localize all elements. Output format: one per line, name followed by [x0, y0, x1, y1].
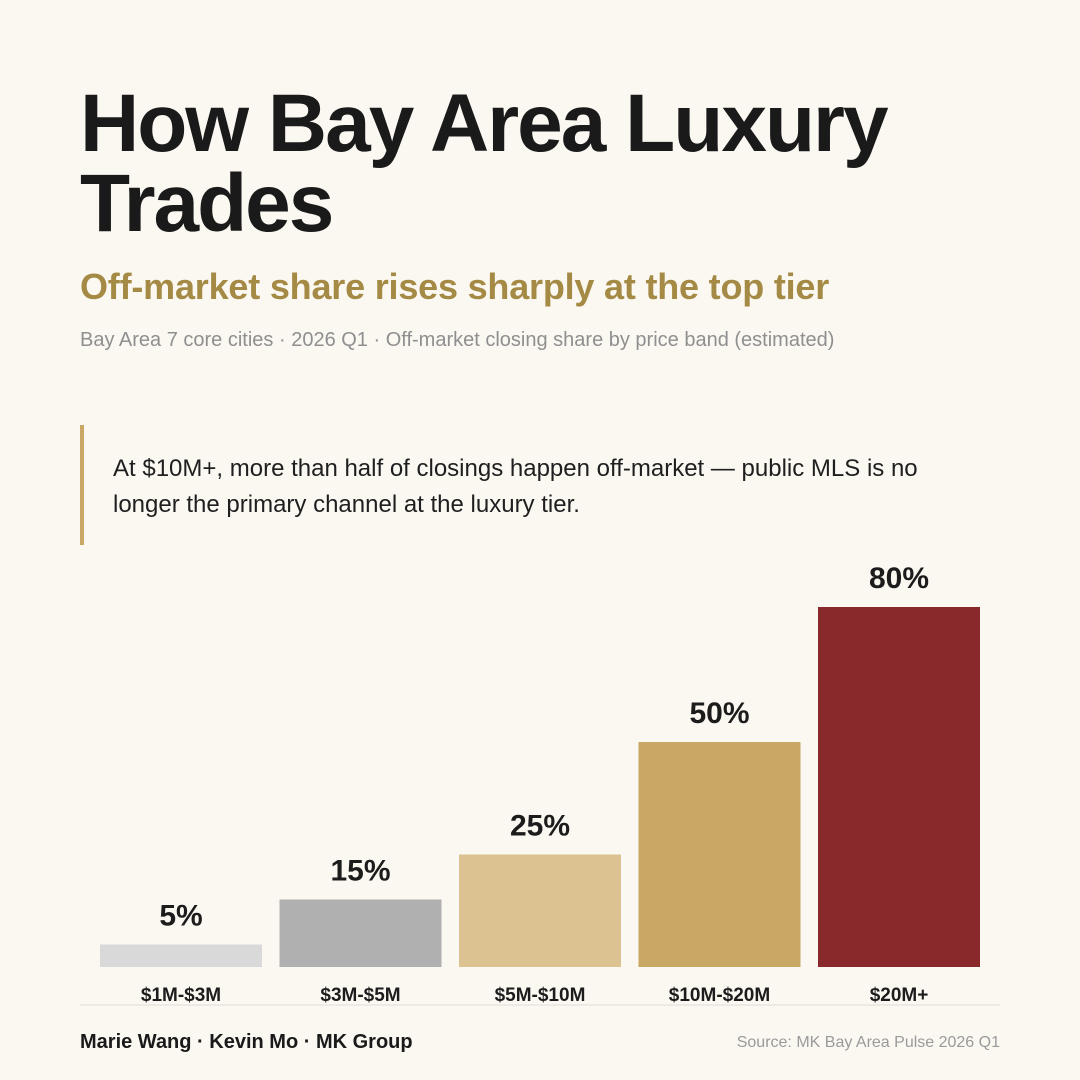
callout-text: At $10M+, more than half of closings hap… [113, 455, 918, 518]
bar-1 [100, 944, 262, 967]
bar-5 [818, 607, 980, 967]
bar-value-label: 50% [689, 697, 749, 730]
bar-4 [638, 742, 801, 967]
category-label: $20M+ [870, 985, 929, 1006]
category-label: $5M-$10M [495, 985, 586, 1006]
category-label: $1M-$3M [141, 985, 221, 1006]
bar-value-label: 15% [330, 855, 390, 888]
key-insight-callout: At $10M+, more than half of closings hap… [80, 425, 980, 545]
chart-title: How Bay Area Luxury Trades [80, 78, 889, 249]
author-credit: Marie Wang · Kevin Mo · MK Group [80, 1031, 413, 1053]
category-label: $10M-$20M [669, 985, 770, 1006]
bar-value-label: 25% [510, 810, 570, 843]
source-note: Source: MK Bay Area Pulse 2026 Q1 [736, 1034, 1000, 1051]
bar-value-label: 5% [159, 900, 202, 933]
bar-2 [279, 899, 442, 967]
chart-subtitle: Off-market share rises sharply at the to… [80, 266, 830, 307]
category-label: $3M-$5M [320, 985, 400, 1006]
chart-meta: Bay Area 7 core cities · 2026 Q1 · Off-m… [80, 329, 835, 351]
bar-value-label: 80% [869, 562, 929, 595]
bar-3 [459, 854, 621, 967]
